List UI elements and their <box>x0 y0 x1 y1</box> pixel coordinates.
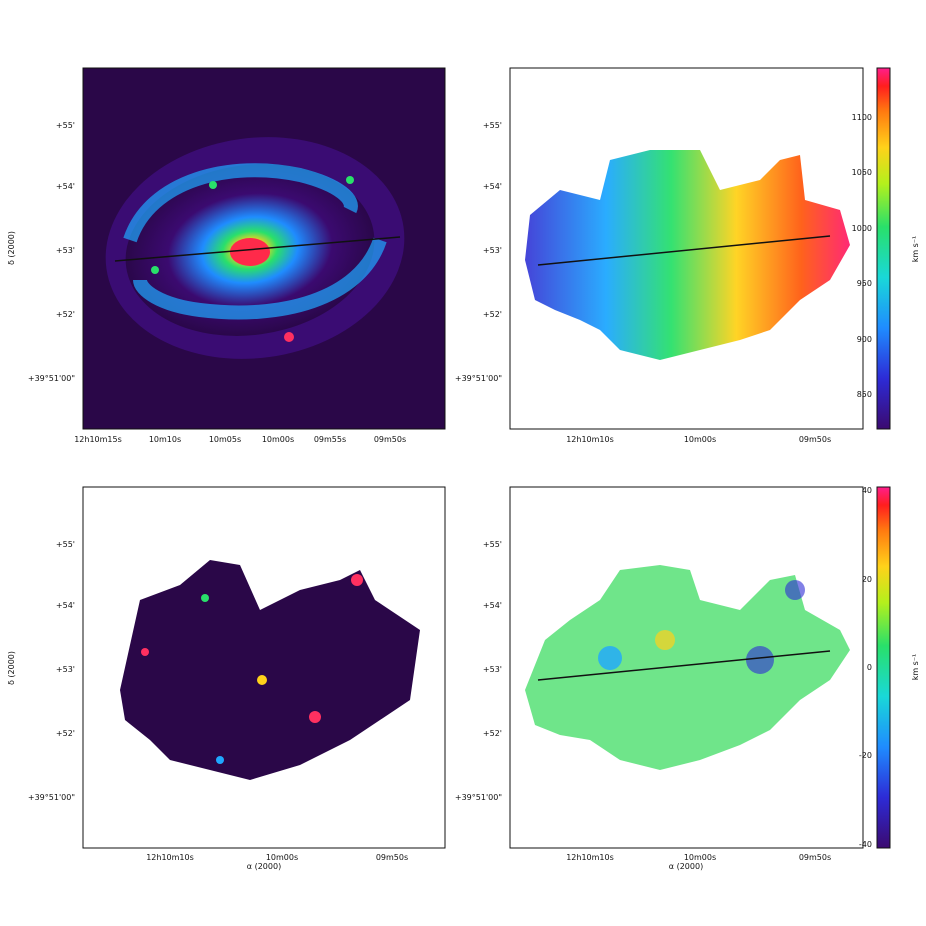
panel-frame <box>509 67 864 430</box>
x-tick-label: 09m50s <box>376 853 408 862</box>
panel-galaxy-image: +55' +54' +53' +52' +39°51'00" 12h10m15s 10m1… <box>7 67 446 444</box>
colorbar-tick-label: 1100 <box>852 113 872 122</box>
emission-knot <box>216 756 224 764</box>
hii-region <box>346 176 354 184</box>
x-tick-label: 10m05s <box>209 435 241 444</box>
y-tick-label: +54' <box>483 601 502 610</box>
y-tick-label: +39°51'00" <box>28 793 75 802</box>
y-tick-label: +53' <box>483 665 502 674</box>
colorbar-label: km s⁻¹ <box>911 654 920 681</box>
slit-line <box>537 650 831 681</box>
panel-intensity-map: +55' +54' +53' +52' +39°51'00" 12h10m10s 10m0… <box>7 486 446 871</box>
y-tick-label: +55' <box>483 540 502 549</box>
emission-knot <box>351 574 363 586</box>
y-tick-labels: +55' +54' +53' +52' +39°51'00" <box>28 121 75 383</box>
y-tick-labels: +55' +54' +53' +52' +39°51'00" <box>28 540 75 802</box>
panel-frame <box>82 486 446 849</box>
colorbar-tick-label: 0 <box>867 663 872 672</box>
colorbar-tick-label: 850 <box>857 390 872 399</box>
x-tick-labels: 12h10m10s 10m00s 09m50s <box>146 853 408 862</box>
y-tick-label: +53' <box>483 246 502 255</box>
y-tick-label: +52' <box>56 729 75 738</box>
residual-region <box>525 565 850 770</box>
y-axis-label: δ (2000) <box>7 651 16 685</box>
x-tick-labels: 12h10m10s 10m00s 09m50s <box>566 853 831 862</box>
colorbar-tick-label: 40 <box>862 486 872 495</box>
y-tick-label: +53' <box>56 665 75 674</box>
x-axis-label: α (2000) <box>247 862 281 871</box>
y-tick-label: +55' <box>483 121 502 130</box>
panel-frame <box>509 486 864 849</box>
hii-region <box>209 181 217 189</box>
x-tick-label: 09m50s <box>799 853 831 862</box>
y-tick-label: +39°51'00" <box>455 374 502 383</box>
y-tick-label: +39°51'00" <box>455 793 502 802</box>
emission-knot <box>257 675 267 685</box>
slit-line <box>114 236 401 262</box>
velocity-region <box>525 150 850 360</box>
spiral-arm-lower <box>133 237 387 320</box>
colorbar-tick-label: 20 <box>862 575 872 584</box>
y-axis-label: δ (2000) <box>7 231 16 265</box>
x-tick-label: 10m00s <box>684 853 716 862</box>
residual-patch <box>598 646 622 670</box>
slit-line <box>537 235 831 266</box>
colorbar-tick-labels: 40 20 0 -20 -40 <box>859 486 872 849</box>
panel-velocity-field: km s⁻¹ +55' +54' +53' +52' +39°51'00" 12h10m… <box>455 67 920 444</box>
y-tick-label: +55' <box>56 121 75 130</box>
spiral-arm-upper <box>123 163 358 243</box>
residual-colorbar <box>876 486 891 849</box>
x-tick-label: 12h10m15s <box>74 435 122 444</box>
colorbar-tick-label: 900 <box>857 335 872 344</box>
x-tick-label: 10m00s <box>262 435 294 444</box>
residual-patch <box>746 646 774 674</box>
residual-patch <box>785 580 805 600</box>
x-tick-label: 12h10m10s <box>566 853 614 862</box>
x-tick-label: 10m00s <box>266 853 298 862</box>
x-tick-labels: 12h10m10s 10m00s 09m50s <box>566 435 831 444</box>
colorbar-tick-label: 1000 <box>852 224 872 233</box>
panel-residual-velocity: km s⁻¹ +55' +54' +53' +52' +39°51'00" 12h10m… <box>455 486 920 871</box>
x-tick-label: 12h10m10s <box>146 853 194 862</box>
y-tick-label: +55' <box>56 540 75 549</box>
intensity-region <box>120 560 420 780</box>
emission-knot <box>201 594 209 602</box>
emission-knot <box>141 648 149 656</box>
velocity-colorbar <box>876 67 891 430</box>
y-tick-label: +39°51'00" <box>28 374 75 383</box>
colorbar-tick-label: 1050 <box>852 168 872 177</box>
x-tick-labels: 12h10m15s 10m10s 10m05s 10m00s 09m55s 09m50s <box>74 435 406 444</box>
colorbar-tick-label: 950 <box>857 279 872 288</box>
y-tick-label: +54' <box>56 601 75 610</box>
y-tick-label: +52' <box>483 729 502 738</box>
x-tick-label: 09m55s <box>314 435 346 444</box>
hii-region <box>151 266 159 274</box>
emission-knot <box>309 711 321 723</box>
y-tick-labels: +55' +54' +53' +52' +39°51'00" <box>455 540 502 802</box>
x-tick-label: 12h10m10s <box>566 435 614 444</box>
colorbar-tick-label: -20 <box>859 751 872 760</box>
colorbar-label: km s⁻¹ <box>911 236 920 263</box>
x-tick-label: 09m50s <box>799 435 831 444</box>
y-tick-label: +54' <box>483 182 502 191</box>
x-tick-label: 09m50s <box>374 435 406 444</box>
y-tick-label: +52' <box>56 310 75 319</box>
x-tick-label: 10m10s <box>149 435 181 444</box>
colorbar-tick-label: -40 <box>859 840 872 849</box>
y-tick-label: +54' <box>56 182 75 191</box>
colorbar-tick-labels: 1100 1050 1000 950 900 850 <box>852 113 872 399</box>
hii-region <box>284 332 294 342</box>
panel-frame <box>82 67 446 430</box>
y-tick-labels: +55' +54' +53' +52' +39°51'00" <box>455 121 502 383</box>
residual-patch <box>655 630 675 650</box>
galaxy-nucleus <box>230 238 270 266</box>
y-tick-label: +52' <box>483 310 502 319</box>
y-tick-label: +53' <box>56 246 75 255</box>
x-tick-label: 10m00s <box>684 435 716 444</box>
x-axis-label: α (2000) <box>669 862 703 871</box>
